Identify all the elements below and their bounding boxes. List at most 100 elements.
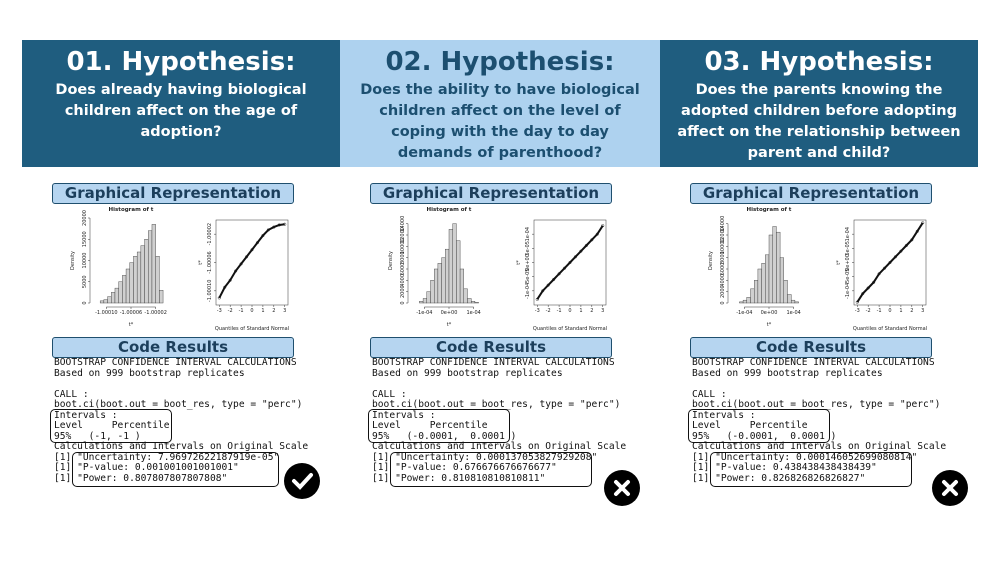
tick-label: 1e-04 bbox=[786, 310, 800, 316]
hypothesis-title: 03. Hypothesis: bbox=[704, 47, 934, 77]
code-line: [1] "Uncertainty: 7.96972622187919e-05" bbox=[54, 451, 280, 463]
histogram-bar bbox=[437, 263, 442, 304]
qq-point bbox=[541, 289, 545, 293]
histogram-bar bbox=[448, 229, 453, 304]
plot-title: Histogram of t bbox=[109, 207, 154, 213]
qq-point bbox=[883, 266, 887, 270]
code-line: Intervals : bbox=[692, 409, 756, 421]
histogram-bar bbox=[111, 292, 116, 304]
tick-label: 8000 bbox=[720, 251, 726, 264]
hypothesis-header: 01. Hypothesis: Does already having biolo… bbox=[22, 40, 340, 167]
histogram-bar bbox=[148, 230, 153, 304]
histogram-bar bbox=[155, 256, 160, 304]
section-label: Code Results bbox=[370, 337, 612, 358]
hypothesis-question: Does the ability to have biological chil… bbox=[360, 82, 640, 161]
histogram-bar bbox=[467, 298, 472, 304]
tick-label: 1e-04 bbox=[525, 227, 531, 241]
qq-point bbox=[915, 229, 919, 233]
tick-label: 4000 bbox=[720, 274, 726, 287]
code-line: Calculations and Intervals on Original S… bbox=[54, 441, 309, 452]
histogram-bar bbox=[456, 240, 461, 304]
qq-point bbox=[899, 249, 903, 253]
histogram-bar bbox=[761, 263, 766, 304]
tick-label: -1 bbox=[239, 308, 244, 314]
qq-line bbox=[218, 223, 285, 299]
code-line: [1] "Power: 0.810810810810811" bbox=[372, 472, 546, 484]
histogram-bar bbox=[426, 291, 431, 304]
qq-point bbox=[866, 286, 870, 290]
qq-point bbox=[261, 234, 265, 238]
histogram-bar bbox=[107, 296, 112, 304]
tick-label: 5e-05 bbox=[845, 241, 851, 255]
qq-point bbox=[245, 255, 249, 259]
axis-label: Quantiles of Standard Normal bbox=[853, 326, 927, 332]
axis-label: t* bbox=[767, 322, 772, 328]
code-line: Based on 999 bootstrap replicates bbox=[54, 367, 245, 379]
qq-point bbox=[557, 272, 561, 276]
qq-point bbox=[861, 292, 865, 296]
tick-label: 3 bbox=[921, 308, 924, 314]
histogram-bar bbox=[754, 280, 759, 304]
histogram-bar bbox=[129, 262, 134, 304]
hypothesis-header: 03. Hypothesis: Does the parents knowing … bbox=[660, 40, 978, 167]
code-line: CALL : bbox=[692, 388, 727, 400]
tick-label: -2 bbox=[866, 308, 871, 314]
hypothesis-title: 02. Hypothesis: bbox=[385, 47, 615, 77]
plot-title: Histogram of t bbox=[427, 207, 472, 213]
qq-point bbox=[877, 272, 881, 276]
code-line: 95% (-0.0001, 0.0001 ) bbox=[372, 430, 517, 442]
axis-label: t* bbox=[129, 322, 134, 328]
highlight-box bbox=[390, 451, 592, 487]
tick-label: 4000 bbox=[400, 274, 406, 287]
axis-label: Density bbox=[70, 251, 76, 270]
code-line: [1] "Uncertainty: 0.000146052699080814" bbox=[692, 451, 918, 463]
histogram-bar bbox=[125, 268, 130, 304]
section-label: Graphical Representation bbox=[370, 183, 612, 204]
code-line: [1] "P-value: 0.001001001001001" bbox=[54, 462, 239, 473]
tick-label: 0 bbox=[82, 301, 88, 304]
code-line: boot.ci(boot.out = boot_res, type = "per… bbox=[54, 399, 303, 410]
histogram-bar bbox=[140, 245, 145, 304]
histogram-bar bbox=[422, 298, 428, 304]
qq-point bbox=[595, 232, 599, 236]
histogram-bar bbox=[791, 299, 796, 304]
tick-label: 1 bbox=[261, 308, 264, 314]
histogram-bar bbox=[118, 281, 123, 304]
tick-label: 0e+00 bbox=[441, 310, 458, 316]
hypothesis-question: Does already having biological children … bbox=[55, 82, 307, 140]
histogram-bar bbox=[419, 301, 424, 304]
code-line: BOOTSTRAP CONFIDENCE INTERVAL CALCULATIO… bbox=[54, 357, 297, 368]
tick-label: 0 bbox=[720, 301, 726, 304]
plot-frame bbox=[215, 219, 289, 306]
tick-label: 5000 bbox=[82, 275, 88, 288]
tick-label: -1.00002 bbox=[207, 223, 213, 245]
axis-label: t* bbox=[516, 260, 522, 265]
histogram-bar bbox=[434, 268, 439, 304]
code-line: [1] "Power: 0.826826826826827" bbox=[692, 472, 866, 484]
tick-label: -3 bbox=[217, 308, 222, 314]
axis-label: Quantiles of Standard Normal bbox=[533, 326, 607, 332]
code-line: 95% (-1, -1 ) bbox=[54, 430, 141, 442]
tick-label: 8000 bbox=[400, 251, 406, 264]
tick-label: -1.00010 bbox=[207, 280, 213, 302]
tick-label: 0 bbox=[888, 308, 891, 314]
tick-label: -1e-04 bbox=[845, 283, 851, 299]
histogram-bar bbox=[99, 300, 105, 304]
axis-label: t* bbox=[447, 322, 452, 328]
qq-point bbox=[888, 261, 892, 265]
histogram-bar bbox=[133, 256, 138, 304]
histogram-bar bbox=[459, 268, 465, 304]
section-label: Graphical Representation bbox=[690, 183, 932, 204]
axis-label: Density bbox=[388, 251, 394, 270]
histogram-bar bbox=[765, 254, 770, 304]
qq-point bbox=[546, 283, 550, 287]
code-line: Intervals : bbox=[372, 409, 436, 421]
code-line: [1] "P-value: 0.438438438438439" bbox=[692, 462, 877, 473]
highlight-box bbox=[710, 451, 912, 487]
qq-point bbox=[255, 241, 259, 245]
tick-label: -2 bbox=[546, 308, 551, 314]
histogram-bar bbox=[794, 301, 799, 304]
histogram-bar bbox=[144, 239, 149, 304]
axis-label: t* bbox=[836, 260, 842, 265]
code-line: Level Percentile bbox=[372, 420, 488, 431]
